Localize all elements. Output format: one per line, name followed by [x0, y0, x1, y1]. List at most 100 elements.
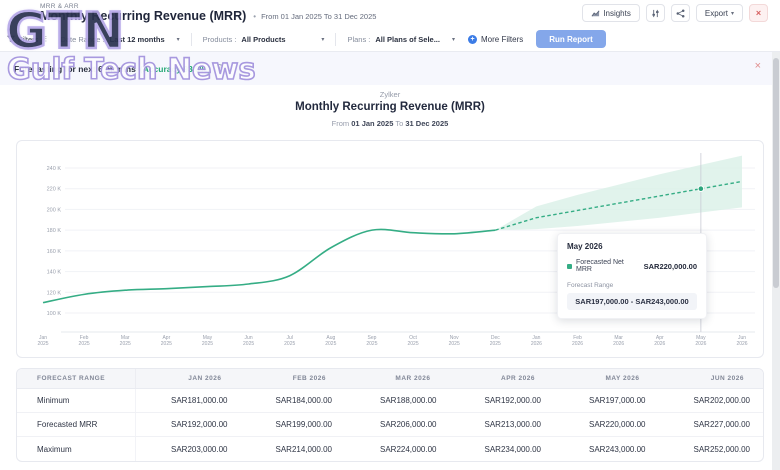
chart-card: 240 K220 K200 K180 K160 K140 K120 K100 K… [16, 140, 764, 358]
table-cell: SAR206,000.00 [345, 420, 450, 429]
share-icon [676, 9, 685, 18]
row-label: Maximum [17, 437, 136, 461]
table-cell: SAR203,000.00 [136, 445, 241, 454]
funnel-icon [7, 35, 15, 43]
products-value: All Products [241, 35, 309, 44]
scrollbar-thumb[interactable] [773, 58, 779, 288]
series-legend-swatch [567, 264, 572, 269]
row-label: Minimum [17, 389, 136, 412]
table-cell: SAR234,000.00 [450, 445, 555, 454]
x-tick-label: Nov2025 [449, 335, 460, 347]
chevron-down-icon: ▾ [731, 10, 734, 17]
more-filters-button[interactable]: + More Filters [468, 35, 523, 44]
table-cell: SAR243,000.00 [554, 445, 659, 454]
y-tick-label: 140 K [47, 270, 62, 276]
chevron-down-icon: ▾ [452, 36, 455, 43]
x-tick-label: Feb2026 [572, 335, 583, 347]
x-tick-label: Sep2025 [366, 335, 377, 347]
table-row: Forecasted MRRSAR192,000.00SAR199,000.00… [17, 413, 763, 437]
to-label: To [395, 119, 403, 128]
x-tick-label: Jan2025 [37, 335, 48, 347]
y-tick-label: 160 K [47, 249, 62, 255]
x-tick-label: Mar2025 [120, 335, 131, 347]
table-column-header: JUN 2026 [659, 375, 764, 382]
export-button[interactable]: Export ▾ [696, 4, 743, 22]
banner-accuracy: (Accuracy 93.3%) [140, 64, 210, 74]
tooltip-series-value: SAR220,000.00 [644, 262, 697, 271]
forecast-table: FORECAST RANGEJAN 2026FEB 2026MAR 2026AP… [16, 368, 764, 462]
plans-filter[interactable]: Plans : All Plans of Sele... ▾ [347, 35, 455, 44]
table-body: MinimumSAR181,000.00SAR184,000.00SAR188,… [17, 389, 763, 461]
info-icon[interactable]: i [215, 64, 224, 73]
x-tick-label: Jun2025 [243, 335, 254, 347]
y-tick-label: 100 K [47, 311, 62, 317]
chart-tooltip: May 2026 Forecasted Net MRR SAR220,000.0… [557, 233, 707, 319]
from-label: From [332, 119, 350, 128]
filters-label: Filters [18, 35, 38, 44]
table-column-header: MAY 2026 [554, 375, 659, 382]
products-filter[interactable]: Products : All Products ▾ [203, 35, 325, 44]
table-cell: SAR197,000.00 [554, 396, 659, 405]
table-cell: SAR227,000.00 [659, 420, 764, 429]
table-cell: SAR184,000.00 [241, 396, 346, 405]
table-cell: SAR192,000.00 [450, 396, 555, 405]
from-date: 01 Jan 2025 [351, 119, 393, 128]
table-column-header: FEB 2026 [241, 375, 346, 382]
table-row: MaximumSAR203,000.00SAR214,000.00SAR224,… [17, 437, 763, 461]
x-tick-label: May2026 [695, 335, 706, 347]
table-cell: SAR188,000.00 [345, 396, 450, 405]
header-date-range: From 01 Jan 2025 To 31 Dec 2025 [261, 12, 376, 21]
sliders-icon [651, 9, 660, 18]
table-cell: SAR181,000.00 [136, 396, 241, 405]
title-row: Monthly Recurring Revenue (MRR) • From 0… [40, 9, 376, 23]
run-report-button[interactable]: Run Report [536, 30, 606, 48]
table-cell: SAR214,000.00 [241, 445, 346, 454]
x-tick-label: Apr2026 [654, 335, 665, 347]
highlight-dot[interactable] [698, 186, 704, 192]
org-name: Zylker [0, 90, 780, 99]
header-actions: Insights Export [582, 4, 768, 22]
x-tick-label: Jan2026 [531, 335, 542, 347]
table-column-header: APR 2026 [450, 375, 555, 382]
tooltip-series-row: Forecasted Net MRR SAR220,000.00 [567, 259, 697, 273]
products-label: Products : [203, 35, 237, 44]
page-title: Monthly Recurring Revenue (MRR) [40, 9, 246, 23]
y-tick-label: 120 K [47, 290, 62, 296]
filter-separator [335, 33, 336, 46]
table-cell: SAR224,000.00 [345, 445, 450, 454]
page-scrollbar[interactable] [772, 52, 780, 470]
insights-label: Insights [603, 9, 631, 18]
date-range-label: Date Range : [60, 35, 104, 44]
y-tick-label: 180 K [47, 228, 62, 234]
row-label: Forecasted MRR [17, 413, 136, 436]
date-range-value: Last 12 months [110, 35, 165, 44]
x-tick-label: Oct2025 [407, 335, 418, 347]
date-range-filter[interactable]: Date Range : Last 12 months ▾ [60, 35, 179, 44]
insights-button[interactable]: Insights [582, 4, 640, 22]
filters-more-dots-icon: ⋮ [42, 35, 49, 43]
tooltip-series-label: Forecasted Net MRR [576, 259, 640, 273]
insights-chart-icon [591, 9, 600, 18]
chart-subtitle: From 01 Jan 2025 To 31 Dec 2025 [0, 119, 780, 128]
y-tick-label: 240 K [47, 166, 62, 172]
filters-toggle[interactable]: Filters ⋮ [7, 35, 49, 44]
app-screen: MRR & ARR Monthly Recurring Revenue (MRR… [0, 0, 780, 470]
forecast-banner: Forecasting for next 6 months (Accuracy … [0, 52, 780, 85]
title-separator-dot: • [253, 12, 256, 21]
x-tick-label: Mar2026 [613, 335, 624, 347]
banner-close-icon[interactable]: × [755, 61, 761, 72]
top-header: MRR & ARR Monthly Recurring Revenue (MRR… [0, 0, 780, 27]
export-label: Export [705, 9, 728, 18]
table-cell: SAR213,000.00 [450, 420, 555, 429]
tooltip-range-value: SAR197,000.00 - SAR243,000.00 [567, 293, 697, 310]
more-filters-label: More Filters [481, 35, 523, 44]
customize-button[interactable] [646, 4, 665, 22]
share-button[interactable] [671, 4, 690, 22]
x-tick-label: May2025 [202, 335, 213, 347]
x-tick-label: Apr2025 [161, 335, 172, 347]
mrr-line [43, 229, 495, 302]
close-report-button[interactable]: × [749, 4, 768, 22]
more-filters-icon: + [468, 35, 477, 44]
table-cell: SAR199,000.00 [241, 420, 346, 429]
chevron-down-icon: ▾ [177, 36, 180, 43]
